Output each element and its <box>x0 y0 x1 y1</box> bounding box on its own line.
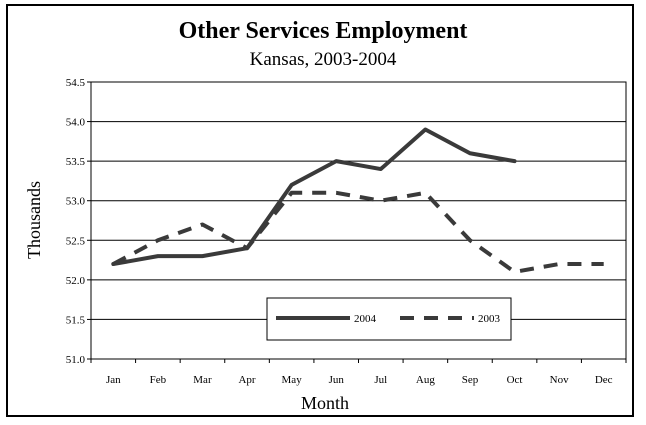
chart-subtitle: Kansas, 2003-2004 <box>250 49 397 70</box>
y-tick-label: 51.5 <box>66 314 86 326</box>
x-axis-title: Month <box>301 393 349 413</box>
legend-label-2004: 2004 <box>354 313 377 325</box>
x-tick-label: Dec <box>595 374 613 386</box>
y-tick-label: 52.0 <box>66 275 86 287</box>
x-tick-label: Nov <box>550 374 569 386</box>
series-line-2004 <box>111 127 517 267</box>
chart-title: Other Services Employment <box>179 18 468 44</box>
x-tick-label: Mar <box>193 374 212 386</box>
x-tick-label: Sep <box>462 374 479 386</box>
y-axis: 51.0 51.5 52.0 52.5 53.0 53.5 54.0 54.5 <box>66 77 91 366</box>
x-tick-label: Aug <box>416 374 435 386</box>
series-group <box>111 127 604 274</box>
x-tick-label: Apr <box>238 374 255 386</box>
x-tick-label: May <box>282 374 303 386</box>
x-tick-label: Jun <box>329 374 345 386</box>
y-tick-label: 53.5 <box>66 156 86 168</box>
x-tick-label: Feb <box>150 374 167 386</box>
y-axis-title: Thousands <box>24 181 44 259</box>
y-tick-label: 52.5 <box>66 235 86 247</box>
x-axis: Jan Feb Mar Apr May Jun Jul Aug Sep Oct Nov Dec <box>90 359 627 386</box>
chart-frame <box>6 4 634 417</box>
series-line-2003 <box>112 190 604 274</box>
x-tick-label: Jul <box>374 374 387 386</box>
gridlines <box>91 121 626 320</box>
y-tick-label: 51.0 <box>66 354 86 366</box>
legend: 2004 2003 <box>266 297 512 341</box>
y-tick-label: 54.5 <box>66 77 86 89</box>
x-tick-label: Oct <box>507 374 523 386</box>
y-tick-label: 54.0 <box>66 117 86 129</box>
legend-label-2003: 2003 <box>478 313 501 325</box>
y-tick-label: 53.0 <box>66 196 86 208</box>
x-tick-label: Jan <box>106 374 121 386</box>
